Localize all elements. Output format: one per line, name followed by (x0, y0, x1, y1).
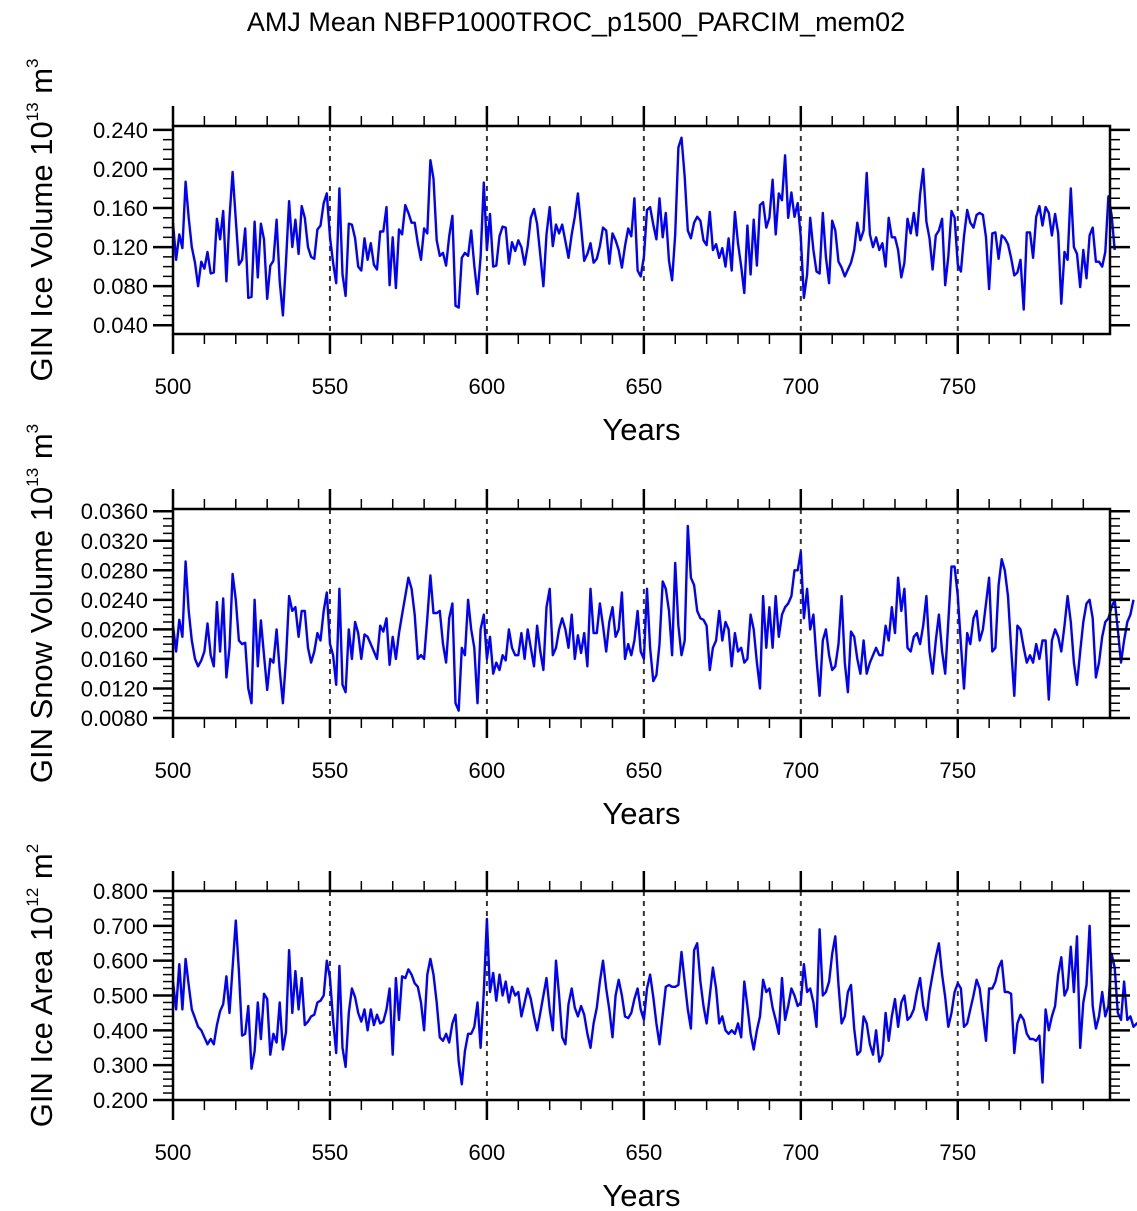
x-axis-label: Years (602, 1178, 680, 1211)
y-tick-label: 0.0280 (81, 558, 148, 583)
plot-frame (171, 889, 1112, 1102)
x-tick-label: 750 (939, 374, 976, 399)
x-tick-label: 600 (469, 1140, 506, 1165)
x-tick-label: 700 (782, 758, 819, 783)
y-tick-label: 0.800 (93, 879, 148, 904)
x-tick-label: 550 (312, 374, 349, 399)
y-tick-label: 0.120 (93, 235, 148, 260)
y-axis-label-unit: m (24, 433, 59, 467)
y-axis-label-exponent: 13 (23, 468, 42, 487)
y-axis-label-unit-exponent: 2 (23, 844, 42, 853)
y-tick-label: 0.0320 (81, 529, 148, 554)
x-tick-label: 650 (625, 374, 662, 399)
y-axis-label-unit-exponent: 3 (23, 58, 42, 67)
y-tick-label: 0.040 (93, 313, 148, 338)
panel-3: 500 550 600 650 700 750 0.200 0.300 0.400 0.500 0.… (23, 844, 1137, 1211)
y-axis-label: GIN Ice Area 1012 m2 (23, 844, 59, 1127)
x-tick-label: 650 (625, 1140, 662, 1165)
x-tick-label: 550 (312, 758, 349, 783)
y-tick-label: 0.400 (93, 1018, 148, 1043)
y-tick-label: 0.200 (93, 1088, 148, 1113)
x-tick-label: 600 (469, 758, 506, 783)
y-tick-label: 0.0200 (81, 617, 148, 642)
x-tick-label: 550 (312, 1140, 349, 1165)
y-tick-label: 0.0360 (81, 499, 148, 524)
panel-1: 500 550 600 650 700 750 0.040 0.080 0.120 0.160 0.… (23, 58, 1130, 447)
y-axis-label-unit: m (24, 853, 59, 887)
panel-2: 500 550 600 650 700 750 0.0080 0.0120 0.0160 0.02… (23, 424, 1135, 831)
y-tick-label: 0.160 (93, 196, 148, 221)
y-tick-label: 0.080 (93, 274, 148, 299)
y-axis-label-main: GIN Ice Volume 10 (24, 121, 59, 381)
x-tick-label: 600 (469, 374, 506, 399)
y-axis-label-main: GIN Ice Area 10 (24, 907, 59, 1128)
y-tick-label: 0.300 (93, 1053, 148, 1078)
y-tick-label: 0.0240 (81, 588, 148, 613)
y-tick-label: 0.200 (93, 157, 148, 182)
x-tick-label: 750 (939, 758, 976, 783)
y-axis-label-unit: m (24, 68, 59, 102)
x-tick-label: 700 (782, 374, 819, 399)
y-tick-label: 0.700 (93, 914, 148, 939)
plot-frame (171, 124, 1112, 336)
x-tick-label: 500 (155, 758, 192, 783)
x-axis-label: Years (602, 796, 680, 831)
x-axis-label: Years (602, 412, 680, 447)
y-axis-label-unit-exponent: 3 (23, 424, 42, 433)
y-tick-label: 0.600 (93, 949, 148, 974)
data-series-line (171, 917, 1137, 1086)
y-axis-label: GIN Snow Volume 1013 m3 (23, 424, 59, 783)
y-tick-label: 0.240 (93, 118, 148, 143)
data-series-line (171, 136, 1116, 317)
y-tick-label: 0.0080 (81, 706, 148, 731)
y-tick-label: 0.0160 (81, 647, 148, 672)
y-axis-label-exponent: 13 (23, 102, 42, 121)
x-tick-label: 700 (782, 1140, 819, 1165)
y-axis-label: GIN Ice Volume 1013 m3 (23, 58, 59, 381)
y-axis-label-exponent: 12 (23, 888, 42, 907)
x-tick-label: 650 (625, 758, 662, 783)
x-tick-label: 500 (155, 1140, 192, 1165)
x-tick-label: 500 (155, 374, 192, 399)
plot-frame (171, 507, 1112, 720)
x-tick-label: 750 (939, 1140, 976, 1165)
y-tick-label: 0.500 (93, 984, 148, 1009)
chart-title: AMJ Mean NBFP1000TROC_p1500_PARCIM_mem02 (247, 7, 905, 37)
y-tick-label: 0.0120 (81, 676, 148, 701)
y-axis-label-main: GIN Snow Volume 10 (24, 487, 59, 783)
data-series-line (171, 524, 1135, 712)
